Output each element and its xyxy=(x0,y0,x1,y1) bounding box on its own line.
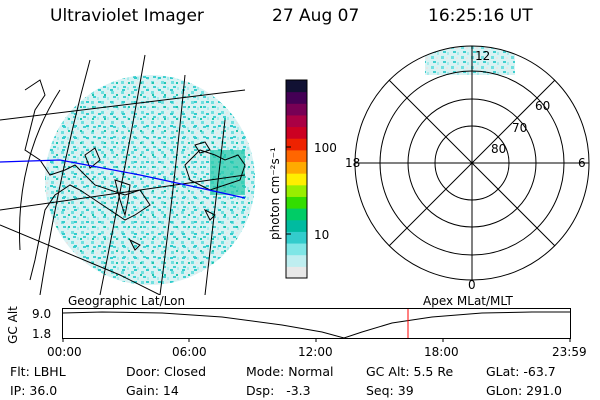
colorbar-unit-label: photon cm⁻²s⁻¹ xyxy=(268,147,282,240)
mlt-label-0: 0 xyxy=(468,278,476,292)
status-glon: GLon: 291.0 xyxy=(486,383,562,398)
geographic-image-panel xyxy=(0,54,255,295)
date-label: 27 Aug 07 xyxy=(272,6,360,26)
status-dsp: Dsp: -3.3 xyxy=(246,383,311,398)
colorbar-band xyxy=(286,231,307,244)
colorbar-band xyxy=(286,103,307,116)
colorbar-band xyxy=(286,149,307,163)
instrument-title: Ultraviolet Imager xyxy=(50,6,204,26)
colorbar-band xyxy=(286,243,307,256)
status-seq: Seq: 39 xyxy=(366,383,414,398)
status-door: Door: Closed xyxy=(126,364,207,379)
time-tick-0: 00:00 xyxy=(47,345,82,359)
lat-label-70: 70 xyxy=(512,121,527,135)
lat-label-60: 60 xyxy=(535,99,550,113)
time-label: 16:25:16 UT xyxy=(428,6,533,26)
geographic-label: Geographic Lat/Lon xyxy=(68,294,186,308)
lat-label-80: 80 xyxy=(491,142,506,156)
status-glat: GLat: -63.7 xyxy=(486,364,556,379)
altitude-curve xyxy=(62,311,570,339)
status-gc-alt: GC Alt: 5.5 Re xyxy=(366,364,454,379)
time-tick-2: 12:00 xyxy=(298,345,333,359)
colorbar-band xyxy=(286,161,307,174)
colorbar-label-10: 10 xyxy=(314,228,330,242)
colorbar-band xyxy=(286,254,307,267)
colorbar-band xyxy=(286,219,307,232)
colorbar-band xyxy=(286,184,307,197)
y-axis-top-label: 9.0 xyxy=(32,307,52,321)
status-gain: Gain: 14 xyxy=(126,383,179,398)
altitude-timeline xyxy=(62,308,571,342)
colorbar-band xyxy=(286,196,307,209)
colorbar: photon cm⁻²s⁻¹ xyxy=(268,79,308,279)
colorbar-band xyxy=(286,208,307,221)
time-tick-1: 06:00 xyxy=(172,345,207,359)
colorbar-band xyxy=(286,80,307,93)
mlt-label-12: 12 xyxy=(475,49,490,63)
time-tick-4: 23:59 xyxy=(552,345,587,359)
colorbar-band xyxy=(286,266,307,279)
gc-alt-axis-label: GC Alt xyxy=(5,306,20,344)
mlt-label-18: 18 xyxy=(345,156,360,170)
status-ip: IP: 36.0 xyxy=(10,383,58,398)
colorbar-band xyxy=(286,173,307,186)
status-mode: Mode: Normal xyxy=(246,364,334,379)
colorbar-band xyxy=(286,138,307,151)
colorbar-band xyxy=(286,114,307,128)
colorbar-band xyxy=(286,126,307,139)
apex-label: Apex MLat/MLT xyxy=(423,294,513,308)
colorbar-band xyxy=(286,91,307,104)
time-tick-3: 18:00 xyxy=(424,345,459,359)
y-axis-bottom-label: 1.8 xyxy=(32,327,52,341)
mlt-label-6: 6 xyxy=(578,156,586,170)
polar-mlt-plot: 12 18 6 0 60 70 80 xyxy=(345,45,590,292)
colorbar-label-100: 100 xyxy=(314,141,337,155)
status-filter: Flt: LBHL xyxy=(10,364,66,379)
colorbar-gradient xyxy=(286,80,307,279)
